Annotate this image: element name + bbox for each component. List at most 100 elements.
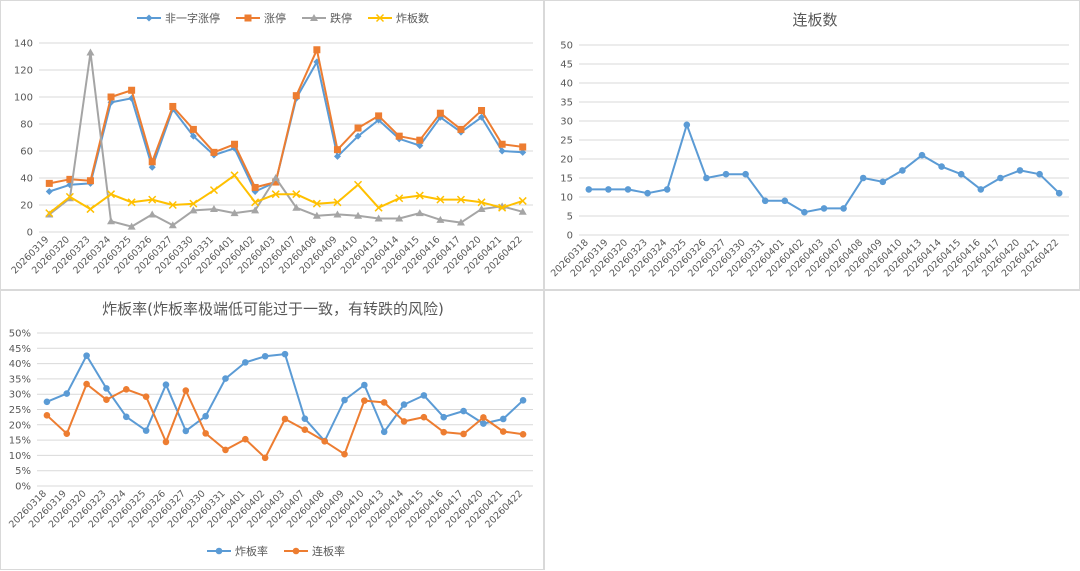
- series-line-1: [46, 353, 524, 442]
- data-point: [781, 197, 789, 205]
- series-line-1: [588, 123, 1060, 214]
- data-point: [703, 174, 710, 182]
- data-point: [457, 125, 465, 133]
- y-tick-label: 140: [14, 39, 33, 50]
- data-point: [107, 93, 115, 101]
- data-point: [977, 186, 985, 193]
- data-point: [66, 175, 74, 183]
- chart-limit-up-counts-svg: 0204060801001201402026031920260320202603…: [9, 11, 533, 276]
- data-point: [148, 163, 156, 171]
- chart-break-rate: 炸板率(炸板率极端低可能过于一致，有转跌的风险) 0% 5% 10% 15% 20% 25%…: [0, 290, 544, 570]
- data-point: [45, 209, 54, 218]
- data-point: [169, 102, 177, 110]
- legend-label: 跌停: [330, 11, 352, 25]
- legend-label: 炸板率: [235, 544, 268, 558]
- data-point: [271, 174, 280, 181]
- data-point: [801, 208, 808, 216]
- data-point: [436, 195, 445, 204]
- data-point: [341, 450, 348, 458]
- data-point: [86, 48, 95, 56]
- data-point: [127, 198, 136, 207]
- data-point: [440, 413, 448, 421]
- data-point: [477, 205, 486, 213]
- data-point: [456, 218, 465, 226]
- data-point: [86, 177, 94, 185]
- data-point: [148, 210, 157, 218]
- data-point: [395, 132, 403, 140]
- data-point: [519, 148, 527, 156]
- y-tick-label: 40: [20, 174, 33, 185]
- legend-marker: [215, 547, 223, 555]
- legend-entry: 连板率: [284, 544, 345, 558]
- data-point: [189, 206, 198, 214]
- data-point: [242, 435, 249, 443]
- data-point: [605, 186, 612, 193]
- data-point: [168, 200, 177, 210]
- data-point: [478, 113, 486, 121]
- legend-marker: [145, 14, 153, 22]
- chart-consecutive-boards-svg: 连板数0510152025303540455020260318202603192…: [549, 11, 1069, 279]
- data-point: [209, 186, 218, 195]
- y-tick-label: 45: [560, 60, 573, 71]
- y-tick-label: 30%: [9, 390, 31, 401]
- data-point: [518, 207, 527, 215]
- legend-entry: 炸板数: [368, 11, 429, 25]
- y-tick-label: 60: [20, 147, 33, 158]
- data-point: [292, 203, 301, 211]
- data-point: [189, 132, 197, 140]
- data-point: [1036, 170, 1043, 178]
- data-point: [333, 198, 342, 207]
- data-point: [354, 124, 362, 132]
- data-point: [103, 396, 110, 404]
- data-point: [63, 430, 71, 437]
- y-tick-label: 30: [560, 117, 573, 128]
- data-point: [420, 413, 428, 421]
- data-point: [918, 151, 926, 159]
- data-point: [420, 392, 428, 399]
- data-point: [83, 380, 90, 388]
- data-point: [456, 195, 465, 204]
- data-point: [222, 446, 229, 454]
- data-point: [498, 203, 507, 212]
- data-point: [820, 205, 828, 212]
- data-point: [644, 189, 651, 197]
- data-point: [354, 180, 363, 189]
- data-point: [107, 190, 116, 199]
- legend-label: 连板率: [312, 544, 345, 558]
- data-point: [380, 399, 388, 406]
- data-point: [499, 428, 507, 435]
- data-point: [899, 167, 906, 174]
- data-point: [281, 350, 289, 358]
- chart-title: 连板数: [792, 11, 837, 29]
- data-point: [251, 198, 260, 207]
- data-point: [374, 203, 383, 212]
- data-point: [585, 186, 593, 193]
- legend-marker: [310, 14, 318, 21]
- data-point: [416, 142, 424, 150]
- data-point: [498, 140, 506, 148]
- y-tick-label: 5: [567, 212, 573, 223]
- data-point: [63, 390, 71, 397]
- data-point: [519, 430, 527, 438]
- data-point: [436, 215, 445, 223]
- data-point: [400, 418, 408, 425]
- legend-entry: 炸板率: [207, 544, 268, 558]
- legend-marker: [244, 14, 252, 22]
- data-point: [722, 170, 730, 178]
- data-point: [333, 210, 342, 218]
- data-point: [663, 186, 671, 193]
- data-point: [499, 415, 507, 423]
- data-point: [182, 387, 190, 394]
- data-point: [83, 352, 90, 359]
- data-point: [281, 415, 289, 423]
- data-point: [333, 146, 341, 154]
- data-point: [261, 454, 269, 462]
- data-point: [242, 359, 249, 366]
- data-point: [65, 192, 74, 201]
- legend-label: 炸板数: [396, 11, 429, 25]
- data-point: [313, 46, 321, 54]
- data-point: [361, 381, 368, 389]
- data-point: [142, 427, 150, 434]
- data-point: [301, 426, 309, 433]
- data-point: [477, 198, 486, 207]
